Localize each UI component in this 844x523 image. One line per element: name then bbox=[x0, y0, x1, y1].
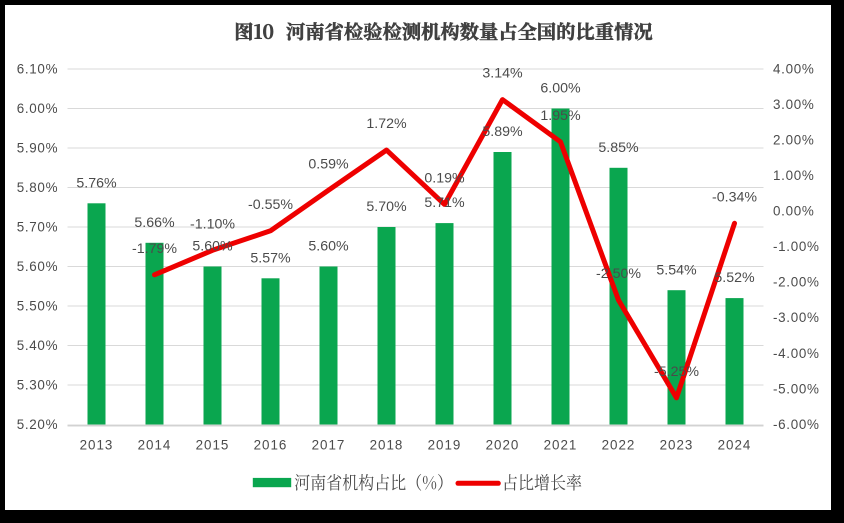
svg-text:1.72%: 1.72% bbox=[366, 116, 407, 132]
svg-text:-2.50%: -2.50% bbox=[596, 266, 641, 282]
svg-text:5.40%: 5.40% bbox=[17, 338, 58, 353]
svg-text:2014: 2014 bbox=[138, 438, 172, 453]
svg-text:6.00%: 6.00% bbox=[540, 81, 581, 97]
svg-text:2018: 2018 bbox=[370, 438, 404, 453]
svg-text:3.14%: 3.14% bbox=[482, 66, 523, 82]
svg-text:-5.00%: -5.00% bbox=[773, 381, 820, 396]
svg-text:2016: 2016 bbox=[254, 438, 288, 453]
svg-text:5.85%: 5.85% bbox=[598, 140, 639, 156]
svg-text:3.00%: 3.00% bbox=[773, 97, 814, 112]
svg-text:-3.00%: -3.00% bbox=[773, 310, 820, 325]
svg-text:5.60%: 5.60% bbox=[192, 239, 233, 255]
svg-text:5.71%: 5.71% bbox=[424, 195, 465, 211]
svg-text:0.59%: 0.59% bbox=[308, 156, 349, 172]
svg-text:2017: 2017 bbox=[312, 438, 346, 453]
svg-text:2024: 2024 bbox=[718, 438, 752, 453]
svg-text:5.54%: 5.54% bbox=[656, 262, 697, 278]
svg-text:-1.79%: -1.79% bbox=[132, 241, 177, 257]
svg-text:5.70%: 5.70% bbox=[17, 219, 58, 234]
svg-text:5.50%: 5.50% bbox=[17, 298, 58, 313]
svg-text:1.95%: 1.95% bbox=[540, 108, 581, 124]
svg-text:-1.10%: -1.10% bbox=[190, 216, 235, 232]
svg-text:5.30%: 5.30% bbox=[17, 377, 58, 392]
svg-text:2.00%: 2.00% bbox=[773, 133, 814, 148]
svg-text:2022: 2022 bbox=[602, 438, 636, 453]
svg-text:5.70%: 5.70% bbox=[366, 199, 407, 215]
svg-text:-0.55%: -0.55% bbox=[248, 197, 293, 213]
svg-text:2013: 2013 bbox=[80, 438, 114, 453]
svg-text:6.00%: 6.00% bbox=[17, 101, 58, 116]
svg-text:5.57%: 5.57% bbox=[250, 250, 291, 266]
svg-text:2015: 2015 bbox=[196, 438, 230, 453]
svg-text:5.52%: 5.52% bbox=[714, 270, 755, 286]
svg-text:5.76%: 5.76% bbox=[76, 175, 117, 191]
svg-text:-4.00%: -4.00% bbox=[773, 346, 820, 361]
svg-text:6.10%: 6.10% bbox=[17, 61, 58, 76]
svg-text:2020: 2020 bbox=[486, 438, 520, 453]
svg-text:-6.00%: -6.00% bbox=[773, 417, 820, 432]
svg-text:5.60%: 5.60% bbox=[17, 259, 58, 274]
svg-text:5.80%: 5.80% bbox=[17, 180, 58, 195]
svg-text:4.00%: 4.00% bbox=[773, 61, 814, 76]
svg-text:2023: 2023 bbox=[660, 438, 694, 453]
svg-text:5.89%: 5.89% bbox=[482, 124, 523, 140]
svg-text:1.00%: 1.00% bbox=[773, 168, 814, 183]
svg-text:5.60%: 5.60% bbox=[308, 239, 349, 255]
svg-text:-2.00%: -2.00% bbox=[773, 275, 820, 290]
svg-text:-1.00%: -1.00% bbox=[773, 239, 820, 254]
svg-text:5.66%: 5.66% bbox=[134, 215, 175, 231]
svg-text:5.90%: 5.90% bbox=[17, 140, 58, 155]
svg-text:5.20%: 5.20% bbox=[17, 417, 58, 432]
svg-text:0.00%: 0.00% bbox=[773, 204, 814, 219]
svg-text:-0.34%: -0.34% bbox=[712, 189, 757, 205]
svg-text:2019: 2019 bbox=[428, 438, 462, 453]
svg-text:-5.25%: -5.25% bbox=[654, 364, 699, 380]
svg-text:2021: 2021 bbox=[544, 438, 578, 453]
svg-text:0.19%: 0.19% bbox=[424, 171, 465, 187]
